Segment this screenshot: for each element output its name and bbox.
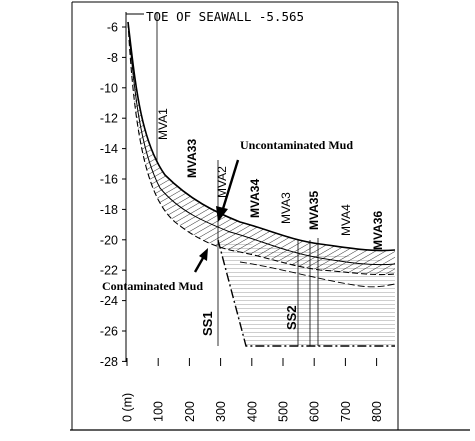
y-tick-label: -6 — [107, 21, 118, 35]
label-ss1: SS1 — [200, 311, 215, 336]
y-tick-label: -26 — [100, 325, 118, 339]
y-tick-label: -16 — [100, 173, 118, 187]
y-tick-marks — [122, 26, 126, 362]
y-tick-label: -22 — [100, 264, 118, 278]
y-tick-labels: -6 -8 -10 -12 -14 -16 -18 -20 -22 -24 -26 -28 — [100, 21, 118, 369]
x-tick-label: 500 — [277, 401, 291, 422]
x-tick-label: 100 — [152, 401, 166, 422]
contaminated-mud-label: Contaminated Mud — [102, 279, 203, 293]
middle-profile-line — [127, 21, 396, 266]
deep-profile-line — [239, 261, 396, 288]
x-tick-label: 400 — [245, 401, 259, 422]
y-tick-label: -24 — [100, 294, 118, 308]
uncontaminated-arrow-line — [220, 159, 240, 213]
uncontaminated-arrow-head — [216, 206, 228, 222]
dredge-boundary-line — [217, 239, 395, 347]
y-tick-label: -20 — [100, 233, 118, 247]
label-mva2: MVA2 — [215, 166, 229, 198]
label-mva34: MVA34 — [248, 179, 262, 218]
mud-hatched-band — [128, 22, 395, 275]
y-tick-label: -28 — [100, 355, 118, 369]
label-mva4: MVA4 — [339, 204, 353, 236]
x-tick-label: 200 — [183, 401, 197, 422]
lower-profile-line — [127, 21, 396, 276]
label-mva33: MVA33 — [185, 139, 199, 178]
y-tick-label: -18 — [100, 203, 118, 217]
x-tick-marks — [126, 358, 378, 366]
x-tick-label: 800 — [370, 401, 384, 422]
y-tick-label: -12 — [100, 112, 118, 126]
x-tick-label: 600 — [308, 401, 322, 422]
label-mva36: MVA36 — [371, 211, 385, 250]
contaminated-arrow-line — [193, 257, 205, 273]
x-tick-labels: 0 (m) 100 200 300 400 500 600 700 800 — [121, 393, 385, 422]
y-tick-label: -10 — [100, 81, 118, 95]
label-mva3: MVA3 — [279, 192, 293, 224]
x-tick-label: 700 — [339, 401, 353, 422]
y-tick-label: -8 — [107, 51, 118, 65]
uncontaminated-mud-label: Uncontaminated Mud — [240, 138, 353, 152]
label-mva1: MVA1 — [156, 108, 170, 140]
x-tick-label: 0 (m) — [121, 393, 135, 422]
top-profile-line — [127, 21, 396, 252]
toe-of-seawall-label: TOE OF SEAWALL -5.565 — [146, 9, 304, 24]
contaminated-arrow-head — [199, 248, 208, 261]
label-ss2: SS2 — [284, 305, 299, 330]
label-mva35: MVA35 — [307, 191, 321, 230]
x-tick-label: 300 — [214, 401, 228, 422]
y-tick-label: -14 — [100, 142, 118, 156]
